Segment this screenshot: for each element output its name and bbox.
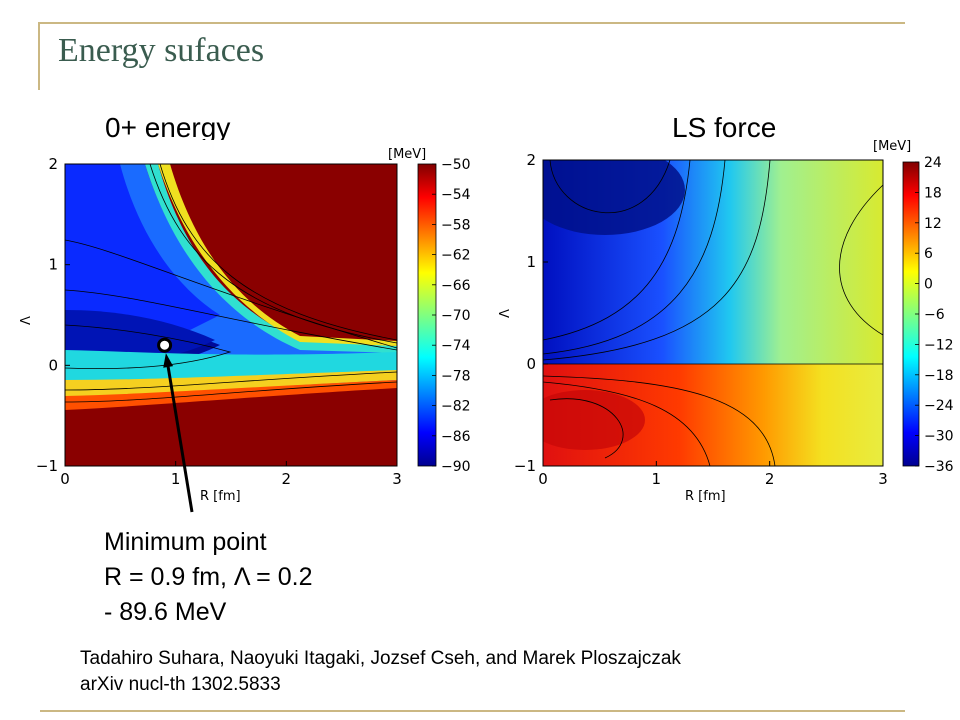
chart2-colorbar-tick-label: −6 (924, 307, 945, 323)
chart2-title: LS force (672, 112, 777, 143)
citation: Tadahiro Suhara, Naoyuki Itagaki, Jozsef… (80, 646, 681, 698)
chart2-x-tick-label: 3 (878, 470, 888, 488)
top-rule (40, 22, 905, 24)
chart2-y-tick-label: 2 (526, 151, 536, 169)
chart2-colorbar-label: [MeV] (873, 140, 911, 154)
chart2-y-tick-label: 0 (526, 355, 536, 373)
slide-title: Energy sufaces (58, 32, 265, 69)
chart1-colorbar-tick-label: −82 (441, 399, 471, 415)
annotation-line-3: - 89.6 MeV (104, 598, 227, 626)
chart2-colorbar-tick-label: −24 (924, 398, 954, 414)
chart2-colorbar-tick-label: −12 (924, 337, 954, 353)
chart1-colorbar-tick-label: −78 (441, 368, 471, 384)
chart1-x-tick-label: 0 (60, 470, 70, 488)
minimum-point-marker (157, 337, 173, 353)
chart1-colorbar-tick-label: −58 (441, 217, 471, 233)
chart1-contours (65, 164, 397, 403)
bottom-rule (40, 710, 905, 712)
chart2-colorbar-tick-label: 24 (924, 155, 942, 171)
minimum-point-annotation: Minimum point R = 0.9 fm, Λ = 0.2 - 89.6… (104, 525, 312, 630)
chart1-colorbar-tick-label: −62 (441, 248, 471, 264)
chart1-y-axis-label: Λ (19, 316, 34, 325)
chart1-x-tick-label: 3 (392, 470, 402, 488)
chart1-colorbar-tick-label: −54 (441, 187, 471, 203)
chart2-x-tick-label: 0 (538, 470, 548, 488)
citation-authors: Tadahiro Suhara, Naoyuki Itagaki, Jozsef… (80, 648, 681, 669)
chart2-x-tick-label: 1 (652, 470, 662, 488)
chart1-y-tick-label: −1 (36, 457, 58, 475)
chart2-x-axis-label: R [fm] (685, 489, 726, 504)
chart2-contours (543, 160, 883, 466)
minimum-point-arrowhead (163, 353, 174, 368)
minimum-point-arrow (166, 362, 194, 513)
chart1-x-axis-label: R [fm] (200, 489, 241, 504)
chart2-plot-frame (542, 159, 884, 467)
chart2-colorbar-tick-label: 0 (924, 277, 933, 293)
chart1-y-tick-label: 0 (48, 356, 58, 374)
annotation-line-1: Minimum point (104, 528, 267, 556)
chart1-colorbar-tick-label: −90 (441, 459, 471, 475)
chart1-colorbar-tick-label: −70 (441, 308, 471, 324)
chart2-colorbar-tick-label: −30 (924, 429, 954, 445)
chart1-y-tick-label: 1 (48, 256, 58, 274)
left-rule (38, 22, 40, 90)
chart2-colorbar-tick-label: −36 (924, 459, 954, 475)
chart2-y-axis-label: Λ (498, 309, 513, 318)
chart2-colorbar-tick-label: 6 (924, 246, 933, 262)
chart1-colorbar-tick-label: −86 (441, 429, 471, 445)
chart1-colorbar-tick-label: −50 (441, 157, 471, 173)
chart1-y-tick-label: 2 (48, 155, 58, 173)
chart2-heatmap-field (543, 160, 883, 466)
chart2-y-tick-label: 1 (526, 253, 536, 271)
chart2-x-tick-label: 2 (765, 470, 775, 488)
chart1-colorbar-label: [MeV] (388, 147, 426, 162)
chart1-colorbar-tick-label: −74 (441, 338, 471, 354)
chart2-colorbar-tick-label: 18 (924, 185, 942, 201)
chart2-y-tick-label: −1 (514, 457, 536, 475)
citation-arxiv: arXiv nucl-th 1302.5833 (80, 674, 281, 695)
chart1-heatmap-field (65, 164, 397, 466)
chart2-colorbar-tick-label: 12 (924, 216, 942, 232)
annotation-line-2: R = 0.9 fm, Λ = 0.2 (104, 563, 313, 591)
chart1-x-tick-label: 1 (171, 470, 181, 488)
chart1-x-tick-label: 2 (282, 470, 292, 488)
chart1-plot-frame (64, 163, 398, 467)
chart2-colorbar-tick-label: −18 (924, 368, 954, 384)
chart1-title: 0+ energy (105, 112, 231, 143)
chart1-colorbar-tick-label: −66 (441, 278, 471, 294)
